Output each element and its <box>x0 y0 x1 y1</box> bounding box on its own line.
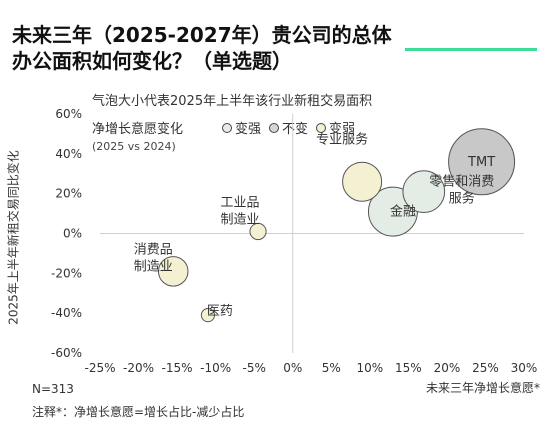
chart-title: 未来三年（2025-2027年）贵公司的总体办公面积如何变化？（单选题） <box>12 23 392 73</box>
y-tick-label: 40% <box>55 147 82 161</box>
x-tick-label: 25% <box>472 361 499 375</box>
bubble-工业品制造业 <box>249 222 267 241</box>
y-tick-label: 20% <box>55 187 82 201</box>
accent-line <box>405 48 537 51</box>
y-tick-label: 0% <box>63 227 82 241</box>
bubble-label-工业品制造业: 工业品制造业 <box>221 196 260 228</box>
legend-title: 净增长意愿变化 <box>92 122 184 137</box>
x-tick-label: -25% <box>84 361 115 375</box>
x-tick-label: -20% <box>123 361 154 375</box>
x-tick-label: -15% <box>162 361 193 375</box>
legend-label-unchanged: 不变 <box>282 122 309 137</box>
x-tick-label: 0% <box>283 361 302 375</box>
x-tick-label: 5% <box>322 361 341 375</box>
legend-swatch-stronger <box>222 122 232 133</box>
x-tick-label: 15% <box>395 361 422 375</box>
x-tick-label: 20% <box>434 361 461 375</box>
legend-item-weaker: 变弱 <box>316 118 355 137</box>
y-tick-label: -60% <box>51 346 82 360</box>
bubble-医药 <box>200 308 216 323</box>
legend-label-stronger: 变强 <box>235 122 262 137</box>
legend-subtitle: (2025 vs 2024) <box>92 140 176 153</box>
bubble-label-金融: 金融 <box>390 204 416 220</box>
bubble-label-TMT: TMT <box>467 155 495 170</box>
legend-label-weaker: 变弱 <box>329 122 356 137</box>
bubble-零售和消费服务 <box>402 170 446 214</box>
legend-item-unchanged: 不变 <box>269 118 308 137</box>
x-tick-label: 30% <box>511 361 538 375</box>
y-tick-label: -40% <box>51 306 82 320</box>
bubble-label-专业服务: 专业服务 <box>316 132 368 148</box>
chart-subtitle: 气泡大小代表2025年上半年该行业新租交易面积 <box>92 94 373 109</box>
bubble-TMT <box>448 128 516 196</box>
x-tick-label: -5% <box>242 361 265 375</box>
y-tick-label: -20% <box>51 266 82 280</box>
x-tick-label: -10% <box>200 361 231 375</box>
legend-swatch-weaker <box>316 122 327 133</box>
legend-item-stronger: 变强 <box>222 118 261 137</box>
sample-size: N=313 <box>32 382 74 396</box>
x-axis-label: 未来三年净增长意愿* <box>425 381 540 395</box>
bubble-label-消费品制造业: 消费品制造业 <box>134 242 173 274</box>
bubble-label-医药: 医药 <box>207 304 233 319</box>
legend-swatch-unchanged <box>269 122 280 133</box>
legend: 变强 不变 变弱 <box>222 118 363 137</box>
x-tick-label: 10% <box>356 361 383 375</box>
bubble-消费品制造业 <box>157 256 189 287</box>
y-tick-label: 60% <box>55 107 82 121</box>
footnote: 注释*：净增长意愿=增长占比-减少占比 <box>32 405 245 419</box>
bubble-专业服务 <box>342 161 383 202</box>
bubble-label-零售和消费服务: 零售和消费服务 <box>429 174 494 207</box>
